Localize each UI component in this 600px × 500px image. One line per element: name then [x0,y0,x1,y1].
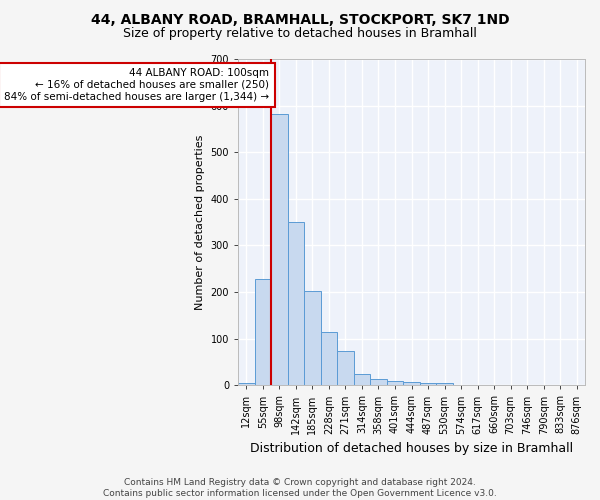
Bar [354,374,370,386]
Bar [254,279,271,386]
Bar [287,222,304,386]
Bar [238,383,254,386]
Y-axis label: Number of detached properties: Number of detached properties [195,134,205,310]
Bar [370,379,387,386]
Text: Contains HM Land Registry data © Crown copyright and database right 2024.
Contai: Contains HM Land Registry data © Crown c… [103,478,497,498]
Bar [337,351,354,386]
Bar [387,381,403,386]
Bar [320,332,337,386]
Bar [403,382,420,386]
Text: 44, ALBANY ROAD, BRAMHALL, STOCKPORT, SK7 1ND: 44, ALBANY ROAD, BRAMHALL, STOCKPORT, SK… [91,12,509,26]
Bar [420,384,436,386]
Bar [271,114,287,386]
X-axis label: Distribution of detached houses by size in Bramhall: Distribution of detached houses by size … [250,442,573,455]
Text: 44 ALBANY ROAD: 100sqm
← 16% of detached houses are smaller (250)
84% of semi-de: 44 ALBANY ROAD: 100sqm ← 16% of detached… [4,68,269,102]
Bar [304,291,320,386]
Text: Size of property relative to detached houses in Bramhall: Size of property relative to detached ho… [123,28,477,40]
Bar [436,383,453,386]
